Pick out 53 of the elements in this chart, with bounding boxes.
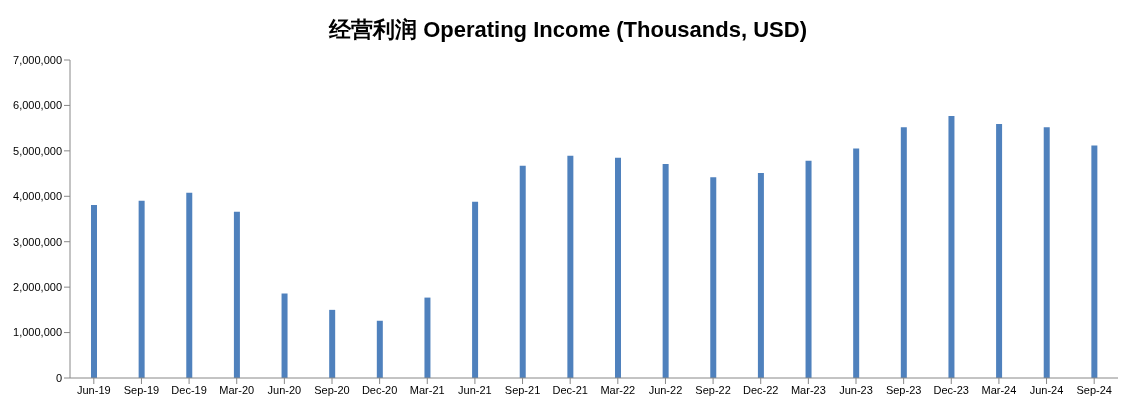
x-tick-label: Dec-22 [742, 383, 779, 396]
x-tick-label: Jun-24 [1029, 383, 1064, 396]
x-tick-label: Sep-24 [1076, 383, 1112, 396]
x-tick-label: Dec-19 [171, 383, 207, 396]
bar [472, 201, 479, 378]
bar [757, 173, 764, 378]
bar [1043, 127, 1050, 378]
x-tick-label: Mar-24 [981, 383, 1017, 396]
x-tick-label: Dec-23 [933, 383, 970, 396]
bar [615, 157, 621, 378]
x-tick-label: Jun-23 [839, 383, 873, 396]
bar [138, 200, 145, 378]
bar [948, 115, 955, 378]
y-tick-label: 3,000,000 [13, 235, 62, 248]
y-tick-label: 2,000,000 [13, 281, 62, 294]
bar [91, 204, 97, 378]
bar [1091, 145, 1098, 378]
x-tick-label: Dec-21 [552, 383, 588, 396]
x-tick-label: Mar-21 [409, 383, 445, 396]
x-tick-label: Jun-21 [458, 383, 492, 396]
y-tick-label: 4,000,000 [13, 190, 62, 203]
y-tick-label: 1,000,000 [13, 326, 62, 339]
bar [996, 124, 1003, 378]
y-tick-label: 6,000,000 [13, 99, 62, 112]
bar [567, 155, 574, 378]
bar [186, 192, 193, 378]
bar [233, 211, 240, 378]
x-tick-label: Dec-20 [361, 383, 398, 396]
y-tick-label: 7,000,000 [13, 53, 62, 66]
x-tick-label: Sep-23 [885, 383, 922, 396]
x-tick-label: Sep-19 [123, 383, 160, 396]
bar [900, 127, 907, 378]
y-tick-label: 5,000,000 [13, 144, 62, 157]
y-tick-label: 0 [55, 371, 62, 384]
bar [329, 309, 336, 378]
bar [376, 320, 383, 378]
bar [281, 293, 288, 378]
bar [662, 164, 669, 378]
bar [710, 177, 717, 378]
x-tick-label: Jun-22 [648, 383, 683, 396]
x-tick-label: Jun-20 [267, 383, 302, 396]
x-tick-label: Mar-22 [600, 383, 636, 396]
x-tick-label: Sep-21 [504, 383, 541, 396]
x-tick-label: Mar-20 [219, 383, 255, 396]
x-tick-label: Sep-22 [695, 383, 731, 396]
bar [424, 297, 431, 378]
bar [805, 160, 812, 378]
x-tick-label: Sep-20 [314, 383, 350, 396]
x-tick-label: Jun-19 [77, 383, 111, 396]
x-tick-label: Mar-23 [790, 383, 826, 396]
bar [519, 165, 526, 378]
chart-title: 经营利润 Operating Income (Thousands, USD) [327, 16, 808, 44]
bar [853, 148, 860, 378]
